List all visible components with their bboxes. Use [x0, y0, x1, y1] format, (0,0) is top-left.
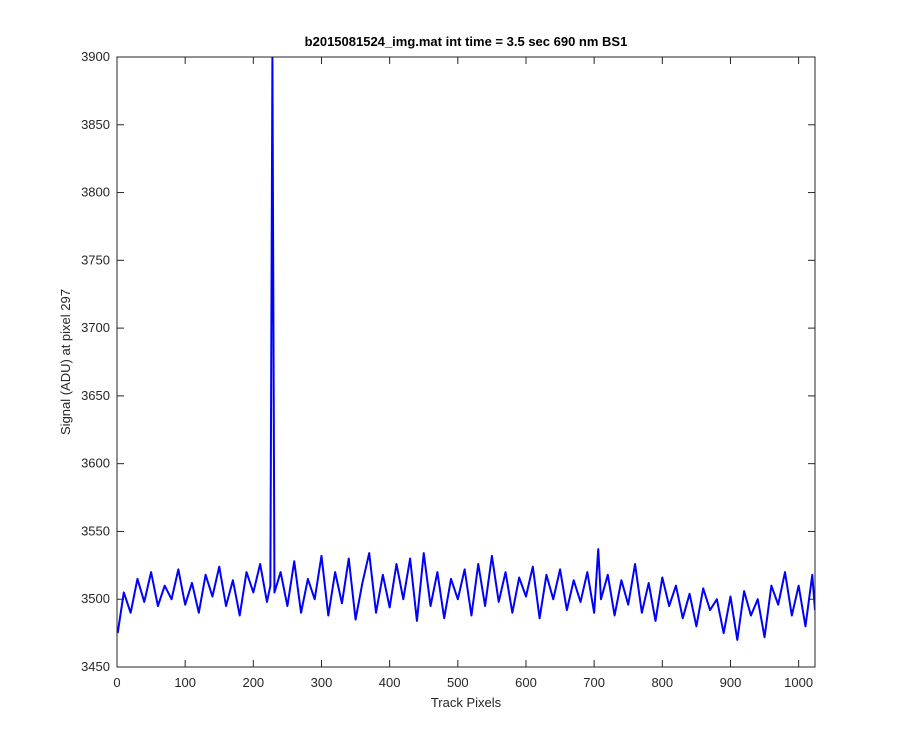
y-tick-label: 3500	[81, 591, 110, 606]
x-tick-label: 300	[311, 675, 333, 690]
y-tick-label: 3600	[81, 456, 110, 471]
y-tick-label: 3900	[81, 49, 110, 64]
plot-area	[117, 57, 815, 667]
x-tick-label: 100	[174, 675, 196, 690]
data-line	[117, 57, 815, 641]
x-tick-label: 500	[447, 675, 469, 690]
y-tick-label: 3800	[81, 185, 110, 200]
x-tick-label: 200	[242, 675, 264, 690]
y-tick-label: 3850	[81, 117, 110, 132]
y-tick-label: 3750	[81, 252, 110, 267]
x-tick-label: 600	[515, 675, 537, 690]
y-tick-label: 3450	[81, 659, 110, 674]
chart-title: b2015081524_img.mat int time = 3.5 sec 6…	[305, 34, 628, 49]
y-axis-label: Signal (ADU) at pixel 297	[58, 289, 73, 435]
x-axis-label: Track Pixels	[431, 695, 502, 710]
y-tick-label: 3650	[81, 388, 110, 403]
x-tick-label: 800	[651, 675, 673, 690]
y-tick-label: 3550	[81, 523, 110, 538]
x-tick-label: 1000	[784, 675, 813, 690]
y-tick-label: 3700	[81, 320, 110, 335]
x-tick-label: 0	[113, 675, 120, 690]
axes-box	[116, 56, 816, 668]
x-tick-label: 900	[720, 675, 742, 690]
x-tick-label: 400	[379, 675, 401, 690]
x-tick-label: 700	[583, 675, 605, 690]
